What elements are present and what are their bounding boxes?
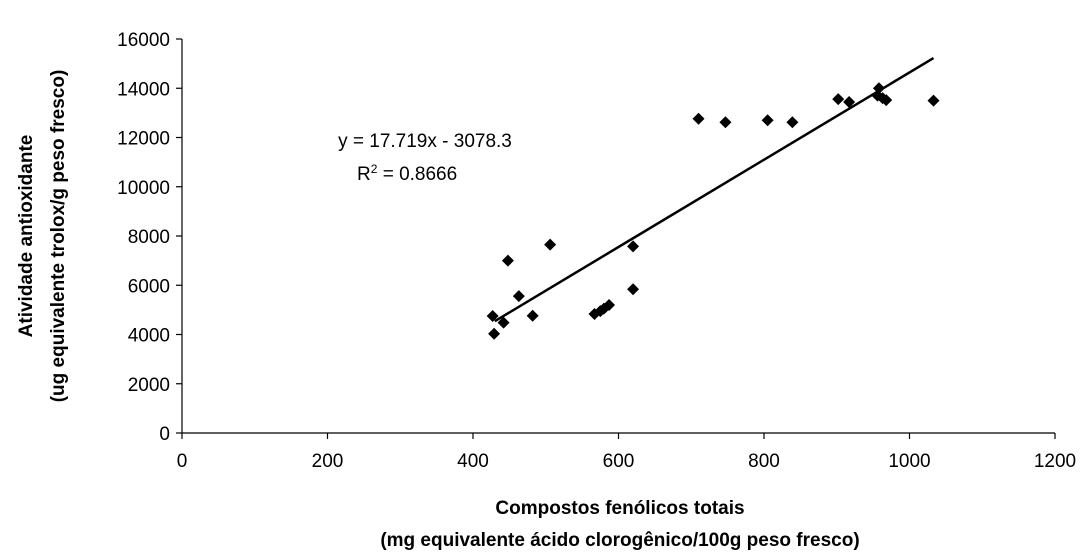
- data-point: [486, 310, 499, 323]
- x-tick-label: 400: [457, 451, 489, 472]
- data-point: [488, 327, 501, 340]
- y-tick-label: 16000: [117, 30, 170, 51]
- trendline-group: [494, 57, 935, 323]
- x-tick-label: 200: [312, 451, 344, 472]
- data-point: [761, 114, 774, 127]
- data-point: [832, 93, 845, 106]
- data-point: [512, 290, 525, 303]
- data-points: [486, 82, 940, 340]
- r-squared-label: R2 = 0.8666: [357, 162, 457, 185]
- data-point: [786, 116, 799, 129]
- y-tick-label: 10000: [117, 178, 170, 199]
- y-tick-label: 2000: [128, 375, 170, 396]
- r-squared-value: = 0.8666: [377, 164, 457, 185]
- axes: [181, 39, 1055, 434]
- data-point: [692, 112, 705, 125]
- data-point: [497, 316, 510, 329]
- r-squared-prefix: R: [357, 164, 371, 185]
- y-tick-label: 0: [159, 424, 170, 445]
- trendline-equation: y = 17.719x - 3078.3: [338, 131, 512, 152]
- y-tick-label: 14000: [117, 79, 170, 100]
- data-point: [544, 238, 557, 251]
- y-tick-label: 6000: [128, 276, 170, 297]
- x-tick-label: 0: [177, 451, 188, 472]
- data-point: [526, 309, 539, 322]
- y-axis-title-line1: Atividade antioxidante: [16, 135, 37, 338]
- y-tick-label: 8000: [128, 227, 170, 248]
- x-tick-label: 600: [603, 451, 635, 472]
- data-point: [627, 283, 640, 296]
- x-axis-title-line2: (mg equivalente ácido clorogênico/100g p…: [380, 530, 859, 551]
- data-point: [603, 298, 616, 311]
- y-tick-label: 4000: [128, 326, 170, 347]
- x-axis-title-line1: Compostos fenólicos totais: [495, 498, 744, 519]
- y-tick-label: 12000: [117, 129, 170, 150]
- data-point: [843, 96, 856, 109]
- x-tick-label: 800: [748, 451, 780, 472]
- ticks: 0 2000 4000 6000 8000 10000 12000 14000 16000 0 20…: [117, 30, 1076, 472]
- x-tick-label: 1200: [1034, 451, 1076, 472]
- y-axis-title-line2: (ug equivalente trolox/g peso fresco): [48, 70, 69, 403]
- data-point: [719, 116, 732, 129]
- data-point: [880, 94, 893, 107]
- data-point: [627, 240, 640, 253]
- data-point: [501, 254, 514, 267]
- data-point: [927, 94, 940, 107]
- x-tick-label: 1000: [888, 451, 930, 472]
- r-squared-superscript: 2: [371, 162, 378, 176]
- trendline: [494, 57, 935, 323]
